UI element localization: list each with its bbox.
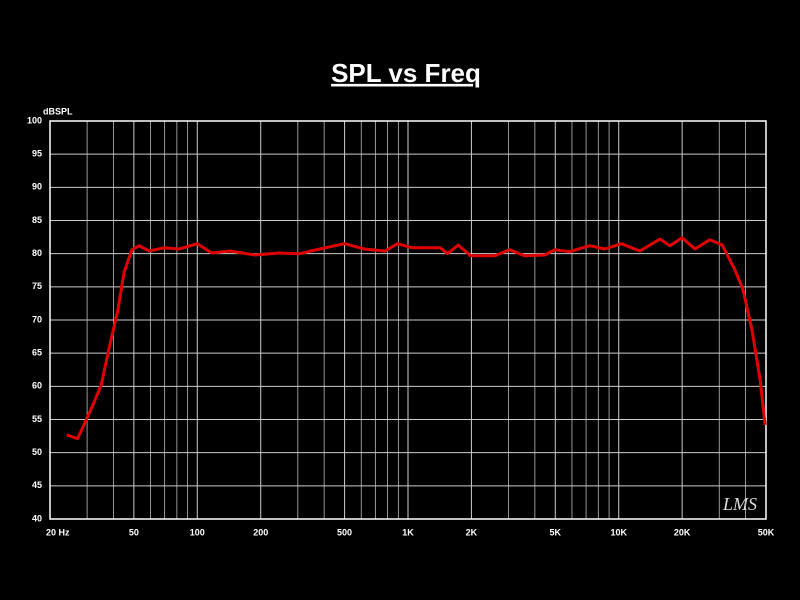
- series-line: [66, 236, 767, 441]
- y-tick-label: 40: [32, 513, 42, 523]
- watermark: LMS: [722, 494, 757, 514]
- plot-frame: [49, 120, 767, 520]
- y-tick-label: 100: [27, 115, 42, 125]
- x-tick-label: 200: [253, 527, 268, 537]
- y-tick-label: 45: [32, 480, 42, 490]
- chart-title: SPL vs Freq: [331, 58, 481, 88]
- y-tick-label: 55: [32, 414, 42, 424]
- x-tick-label: 20 Hz: [46, 527, 70, 537]
- y-tick-label: 75: [32, 281, 42, 291]
- y-tick-label: 60: [32, 381, 42, 391]
- y-tick-label: 70: [32, 314, 42, 324]
- x-tick-label: 50K: [758, 527, 775, 537]
- x-tick-label: 2K: [466, 527, 478, 537]
- x-tick-label: 50: [129, 527, 139, 537]
- x-tick-label: 100: [190, 527, 205, 537]
- y-tick-label: 85: [32, 215, 42, 225]
- x-tick-label: 500: [337, 527, 352, 537]
- y-tick-label: 65: [32, 348, 42, 358]
- y-tick-label: 80: [32, 248, 42, 258]
- x-tick-label: 10K: [610, 527, 627, 537]
- y-axis-label: dBSPL: [43, 106, 73, 116]
- y-tick-label: 50: [32, 447, 42, 457]
- x-tick-label: 1K: [402, 527, 414, 537]
- y-tick-label: 95: [32, 149, 42, 159]
- x-tick-label: 5K: [550, 527, 562, 537]
- y-tick-label: 90: [32, 182, 42, 192]
- x-tick-label: 20K: [674, 527, 691, 537]
